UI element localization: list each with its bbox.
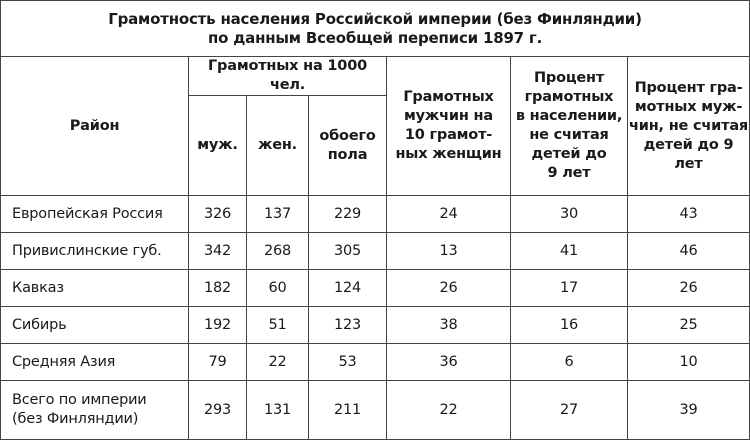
cell-pct-men: 39 [626, 380, 750, 440]
cell-region: Привислинские губ. [0, 232, 189, 270]
cell-region-line: Всего по империи [12, 392, 147, 408]
cell-female: 268 [246, 232, 309, 270]
cell-male: 79 [188, 343, 247, 381]
header-percent-men-line: Процент гра- [634, 79, 743, 96]
header-male: муж. [188, 95, 247, 196]
cell-region: Средняя Азия [0, 343, 189, 381]
cell-female: 22 [246, 343, 309, 381]
table-row: Сибирь 192 51 123 38 16 25 [0, 306, 750, 344]
cell-region: Европейская Россия [0, 195, 189, 233]
cell-pct-pop: 17 [510, 269, 628, 307]
header-ratio-line: мужчин на [404, 108, 493, 124]
cell-region-line: Привислинские губ. [12, 242, 162, 259]
header-percent-population: Процент грамотных в населении, не считая дет… [510, 56, 628, 196]
cell-pct-pop: 30 [510, 195, 628, 233]
cell-region-line: Европейская Россия [12, 205, 163, 222]
header-percent-population-line: грамотных [524, 89, 614, 105]
cell-male: 342 [188, 232, 247, 270]
cell-pct-men: 26 [626, 269, 750, 307]
header-percent-men-line: мотных муж- [634, 98, 743, 115]
header-both-sexes-line: пола [327, 146, 368, 163]
title-line-2: по данным Всеобщей переписи 1897 г. [207, 28, 543, 47]
cell-pct-pop: 27 [510, 380, 628, 440]
cell-female: 51 [246, 306, 309, 344]
table-title: Грамотность населения Российской империи… [0, 0, 750, 57]
header-percent-men-line: чин, не считая [629, 117, 749, 134]
cell-both: 305 [308, 232, 387, 270]
cell-both: 123 [308, 306, 387, 344]
cell-ratio: 38 [386, 306, 511, 344]
cell-region-line: (без Финляндии) [12, 411, 139, 427]
cell-ratio: 22 [386, 380, 511, 440]
header-literate-per-1000: Грамотных на 1000 чел. [188, 56, 387, 96]
cell-male: 326 [188, 195, 247, 233]
header-female: жен. [246, 95, 309, 196]
cell-ratio: 13 [386, 232, 511, 270]
header-percent-population-line: в населении, [515, 108, 623, 124]
cell-pct-pop: 41 [510, 232, 628, 270]
header-percent-men-line: детей до 9 лет [643, 136, 734, 172]
table-row: Всего по империи (без Финляндии) 293 131 211… [0, 380, 750, 440]
header-percent-population-line: детей до [531, 146, 607, 162]
table-row: Европейская Россия 326 137 229 24 30 43 [0, 195, 750, 233]
table-row: Привислинские губ. 342 268 305 13 41 46 [0, 232, 750, 270]
cell-region-line: Средняя Азия [12, 353, 116, 370]
cell-pct-men: 43 [626, 195, 750, 233]
cell-both: 124 [308, 269, 387, 307]
header-percent-population-line: не считая [529, 127, 609, 143]
cell-pct-men: 10 [626, 343, 750, 381]
cell-region-line: Кавказ [12, 279, 64, 296]
header-percent-population-line: 9 лет [547, 165, 591, 181]
cell-pct-pop: 6 [510, 343, 628, 381]
table-row: Средняя Азия 79 22 53 36 6 10 [0, 343, 750, 381]
header-ratio: Грамотных мужчин на 10 грамот-ных женщин [386, 56, 511, 196]
cell-pct-men: 46 [626, 232, 750, 270]
title-line-1: Грамотность населения Российской империи… [108, 9, 642, 28]
cell-pct-pop: 16 [510, 306, 628, 344]
header-ratio-line: Грамотных [403, 89, 494, 105]
cell-both: 229 [308, 195, 387, 233]
cell-male: 182 [188, 269, 247, 307]
cell-region-line: Сибирь [12, 316, 67, 333]
cell-pct-men: 25 [626, 306, 750, 344]
cell-both: 53 [308, 343, 387, 381]
cell-female: 131 [246, 380, 309, 440]
cell-ratio: 26 [386, 269, 511, 307]
cell-female: 60 [246, 269, 309, 307]
header-region: Район [0, 56, 189, 196]
cell-region: Сибирь [0, 306, 189, 344]
header-both-sexes-line: обоего [319, 127, 376, 144]
table-row: Кавказ 182 60 124 26 17 26 [0, 269, 750, 307]
header-ratio-line: ных женщин [395, 146, 502, 162]
cell-both: 211 [308, 380, 387, 440]
cell-female: 137 [246, 195, 309, 233]
header-both-sexes: обоего пола [308, 95, 387, 196]
header-ratio-line: 10 грамот- [404, 127, 493, 143]
cell-ratio: 24 [386, 195, 511, 233]
cell-region: Всего по империи (без Финляндии) [0, 380, 189, 440]
cell-male: 293 [188, 380, 247, 440]
header-percent-men: Процент гра-мотных муж-чин, не считая дет… [626, 56, 750, 196]
cell-male: 192 [188, 306, 247, 344]
cell-region: Кавказ [0, 269, 189, 307]
cell-ratio: 36 [386, 343, 511, 381]
header-percent-population-line: Процент [533, 70, 605, 86]
table-body: Европейская Россия 326 137 229 24 30 43 Привисл… [0, 195, 750, 440]
